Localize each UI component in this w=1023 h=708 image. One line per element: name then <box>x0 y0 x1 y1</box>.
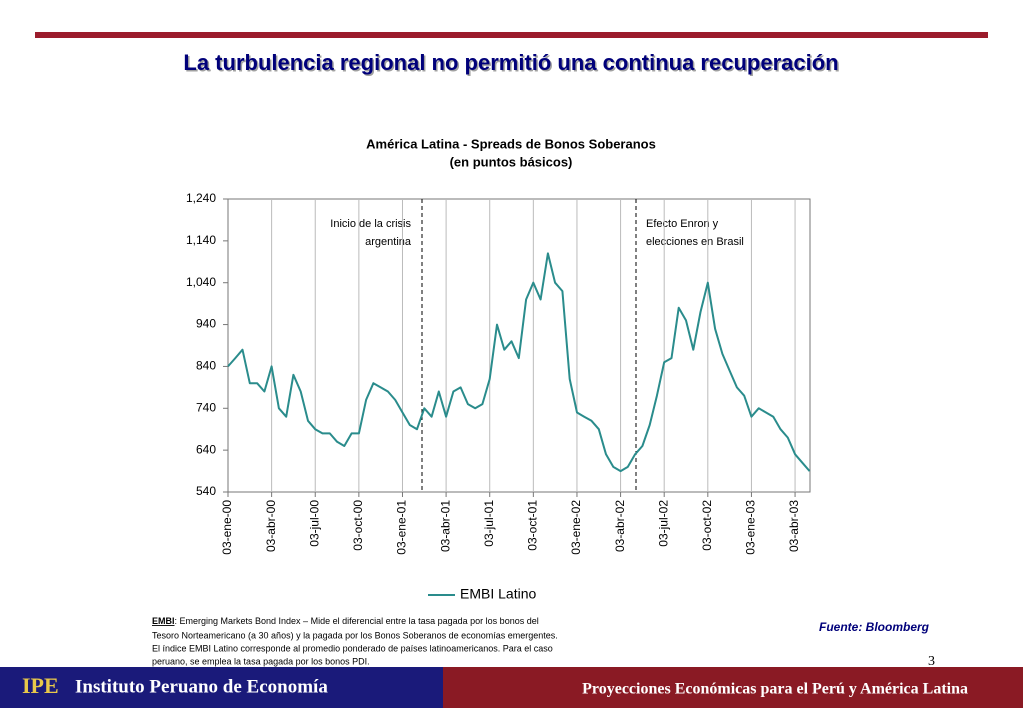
source: Fuente: Bloomberg <box>819 620 930 634</box>
legend-label: EMBI Latino <box>460 586 536 602</box>
footnote-line: peruano, se emplea la tasa pagada por lo… <box>152 656 370 666</box>
chart-subtitle: (en puntos básicos) <box>450 154 573 169</box>
x-tick-label: 03-ene-03 <box>744 500 758 555</box>
banner-right <box>443 667 1023 708</box>
logo: IPE <box>22 673 59 698</box>
page-number: 3 <box>928 654 935 669</box>
y-tick-label: 740 <box>196 400 216 414</box>
x-tick-label: 03-jul-01 <box>482 500 496 547</box>
y-tick-label: 1,140 <box>186 233 216 247</box>
x-tick-label: 03-abr-03 <box>787 500 801 552</box>
banner-text: Proyecciones Económicas para el Perú y A… <box>582 681 968 698</box>
x-tick-label: 03-abr-00 <box>264 500 278 552</box>
slide-title-shadow: La turbulencia regional no permitió una … <box>185 51 840 76</box>
series-line <box>227 252 811 473</box>
footnote-line: Tesoro Norteamericano (a 30 años) y la p… <box>152 630 558 640</box>
chart-title: América Latina - Spreads de Bonos Sobera… <box>366 136 656 151</box>
x-tick-label: 03-abr-01 <box>438 500 452 552</box>
x-tick-label: 03-ene-02 <box>569 500 583 555</box>
footnote-line: : Emerging Markets Bond Index – Mide el … <box>175 616 539 626</box>
annotation: elecciones en Brasil <box>646 236 744 248</box>
x-tick-label: 03-oct-00 <box>351 500 365 551</box>
org-name: Instituto Peruano de Economía <box>75 676 328 697</box>
y-tick-label: 1,040 <box>186 275 216 289</box>
x-tick-label: 03-oct-02 <box>700 500 714 551</box>
y-tick-label: 940 <box>196 317 216 331</box>
footnote: EMBI: Emerging Markets Bond Index – Mide… <box>152 616 539 626</box>
footnote-line: El índice EMBI Latino corresponde al pro… <box>152 643 553 653</box>
y-tick-label: 640 <box>196 442 216 456</box>
footnote-term: EMBI <box>152 616 175 626</box>
plot-frame <box>227 198 811 493</box>
y-tick-label: 540 <box>196 484 216 498</box>
y-tick-label: 1,240 <box>186 191 216 205</box>
x-tick-label: 03-ene-00 <box>220 500 234 555</box>
x-tick-label: 03-ene-01 <box>395 500 409 555</box>
banner-left <box>0 667 443 708</box>
y-tick-label: 840 <box>196 359 216 373</box>
slide-title: La turbulencia regional no permitió una … <box>183 50 838 75</box>
x-tick-label: 03-jul-00 <box>307 500 321 547</box>
x-tick-label: 03-jul-02 <box>656 500 670 547</box>
x-tick-label: 03-abr-02 <box>613 500 627 552</box>
x-tick-label: 03-oct-01 <box>526 500 540 551</box>
annotation: Inicio de la crisis <box>330 218 411 230</box>
annotation: argentina <box>365 236 412 248</box>
top-rule <box>35 32 988 38</box>
